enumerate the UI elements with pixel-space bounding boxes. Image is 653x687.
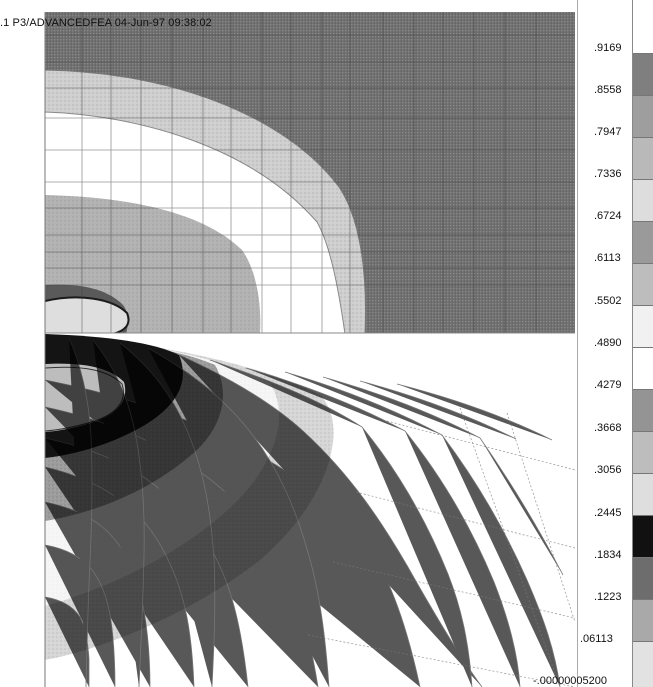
legend-label-6: .5502 xyxy=(594,295,622,307)
hole-light-interior xyxy=(45,297,129,334)
legend-label-15: -.00000005200 xyxy=(533,675,608,687)
legend-swatch-7 xyxy=(633,347,653,389)
legend-label-4: .6724 xyxy=(594,210,622,222)
legend-swatch-2 xyxy=(633,137,653,179)
legend-swatch-5 xyxy=(633,263,653,305)
legend-swatch-1 xyxy=(633,95,653,137)
legend-swatch-9 xyxy=(633,431,653,473)
plot-title: .1 P3/ADVANCEDFEA 04-Jun-97 09:38:02 xyxy=(0,17,212,29)
legend-divider xyxy=(632,0,633,687)
legend-swatch-0 xyxy=(633,53,653,95)
upper-mesh-lines xyxy=(45,12,575,334)
legend-swatch-3 xyxy=(633,179,653,221)
lower-view xyxy=(45,333,577,687)
legend-label-13: .1223 xyxy=(594,591,622,603)
legend-swatch-12 xyxy=(633,557,653,599)
legend-swatch-13 xyxy=(633,599,653,641)
legend-label-2: .7947 xyxy=(594,126,622,138)
legend-swatch-6 xyxy=(633,305,653,347)
legend-label-10: .3056 xyxy=(594,464,622,476)
legend-label-8: .4279 xyxy=(594,379,622,391)
legend-label-12: .1834 xyxy=(594,549,622,561)
legend-label-5: .6113 xyxy=(594,252,621,264)
legend-label-7: .4890 xyxy=(594,337,622,349)
legend-label-11: .2445 xyxy=(594,507,622,519)
legend-swatch-8 xyxy=(633,389,653,431)
legend-swatch-11 xyxy=(633,515,653,557)
legend-label-3: .7336 xyxy=(594,168,622,180)
legend-swatch-14 xyxy=(633,641,653,687)
legend-label-1: .8558 xyxy=(594,84,622,96)
plot-right-border xyxy=(577,0,578,687)
lower-fine-dashed-mesh xyxy=(307,407,576,687)
legend-label-0: .9169 xyxy=(594,42,622,54)
legend-swatch-10 xyxy=(633,473,653,515)
lower-mesh-lines xyxy=(45,337,564,687)
legend-label-14: .06113 xyxy=(580,633,613,645)
hole-edge xyxy=(45,296,130,334)
legend-swatch-4 xyxy=(633,221,653,263)
upper-view xyxy=(45,12,575,334)
legend-label-9: .3668 xyxy=(594,422,622,434)
